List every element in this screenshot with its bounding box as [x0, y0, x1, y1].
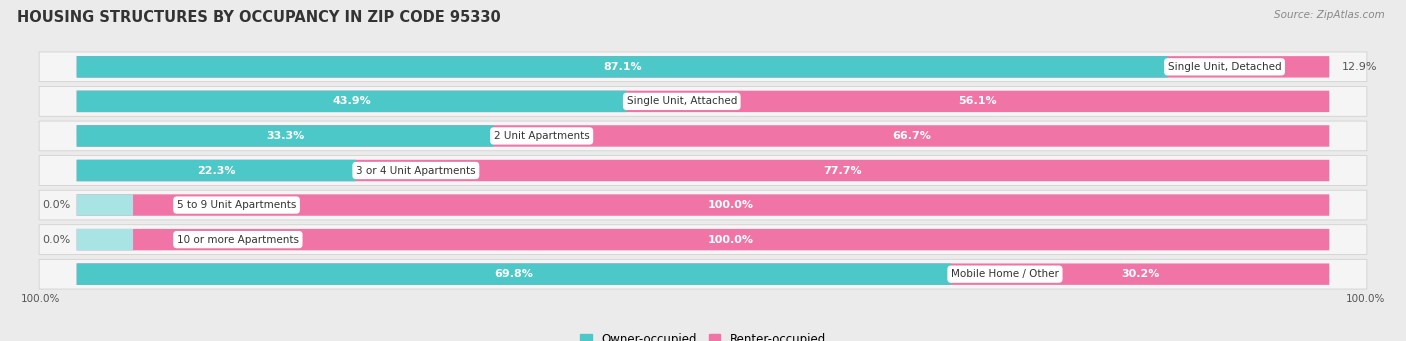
FancyBboxPatch shape	[39, 155, 1367, 186]
FancyBboxPatch shape	[77, 264, 1329, 285]
FancyBboxPatch shape	[77, 125, 1329, 147]
Text: 87.1%: 87.1%	[603, 62, 641, 72]
Text: 66.7%: 66.7%	[893, 131, 931, 141]
Text: 33.3%: 33.3%	[266, 131, 304, 141]
Text: 2 Unit Apartments: 2 Unit Apartments	[494, 131, 589, 141]
FancyBboxPatch shape	[77, 194, 1329, 216]
Text: 69.8%: 69.8%	[495, 269, 533, 279]
Text: 77.7%: 77.7%	[824, 165, 862, 176]
FancyBboxPatch shape	[77, 194, 134, 216]
FancyBboxPatch shape	[77, 229, 1329, 250]
Text: Single Unit, Detached: Single Unit, Detached	[1168, 62, 1281, 72]
Legend: Owner-occupied, Renter-occupied: Owner-occupied, Renter-occupied	[575, 329, 831, 341]
FancyBboxPatch shape	[39, 259, 1367, 289]
FancyBboxPatch shape	[77, 229, 134, 250]
Text: 12.9%: 12.9%	[1341, 62, 1378, 72]
Text: 100.0%: 100.0%	[20, 294, 59, 304]
Text: 100.0%: 100.0%	[1347, 294, 1386, 304]
Text: 30.2%: 30.2%	[1121, 269, 1160, 279]
Text: 100.0%: 100.0%	[709, 235, 754, 244]
FancyBboxPatch shape	[39, 121, 1367, 151]
Text: Single Unit, Attached: Single Unit, Attached	[627, 97, 737, 106]
FancyBboxPatch shape	[77, 125, 494, 147]
Text: HOUSING STRUCTURES BY OCCUPANCY IN ZIP CODE 95330: HOUSING STRUCTURES BY OCCUPANCY IN ZIP C…	[17, 10, 501, 25]
Text: 10 or more Apartments: 10 or more Apartments	[177, 235, 299, 244]
FancyBboxPatch shape	[77, 264, 950, 285]
Text: 5 to 9 Unit Apartments: 5 to 9 Unit Apartments	[177, 200, 297, 210]
FancyBboxPatch shape	[77, 91, 627, 112]
FancyBboxPatch shape	[39, 225, 1367, 254]
Text: Mobile Home / Other: Mobile Home / Other	[950, 269, 1059, 279]
Text: 22.3%: 22.3%	[197, 165, 236, 176]
Text: 3 or 4 Unit Apartments: 3 or 4 Unit Apartments	[356, 165, 475, 176]
FancyBboxPatch shape	[39, 87, 1367, 116]
Text: 0.0%: 0.0%	[42, 200, 70, 210]
Text: Source: ZipAtlas.com: Source: ZipAtlas.com	[1274, 10, 1385, 20]
FancyBboxPatch shape	[39, 52, 1367, 82]
FancyBboxPatch shape	[77, 160, 356, 181]
Text: 56.1%: 56.1%	[959, 97, 997, 106]
FancyBboxPatch shape	[77, 56, 1168, 77]
FancyBboxPatch shape	[39, 190, 1367, 220]
Text: 43.9%: 43.9%	[332, 97, 371, 106]
FancyBboxPatch shape	[77, 91, 1329, 112]
FancyBboxPatch shape	[77, 160, 1329, 181]
FancyBboxPatch shape	[77, 56, 1329, 77]
Text: 100.0%: 100.0%	[709, 200, 754, 210]
Text: 0.0%: 0.0%	[42, 235, 70, 244]
